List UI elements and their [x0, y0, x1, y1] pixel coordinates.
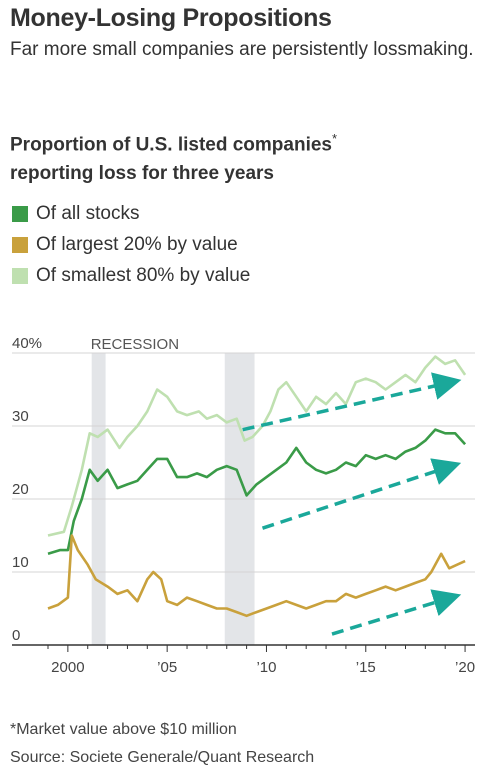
page-title: Money-Losing Propositions: [10, 4, 332, 32]
y-tick-label-10: 10: [12, 554, 29, 571]
footnote: *Market value above $10 million: [10, 721, 237, 738]
legend-item-smallest: Of smallest 80% by value: [12, 260, 250, 291]
trend-arrow-1: [242, 372, 462, 432]
legend-swatch-all-stocks: [12, 205, 28, 222]
page-subtitle: Far more small companies are persistentl…: [10, 39, 474, 60]
chart-legend: Of all stocks Of largest 20% by value Of…: [12, 198, 250, 291]
source-note: Source: Societe Generale/Quant Research: [10, 749, 315, 766]
x-tick-label-2010: ’10: [256, 659, 276, 676]
chart-title-line2: reporting loss for three years: [10, 163, 274, 185]
y-tick-label-20: 20: [12, 481, 29, 498]
legend-item-largest: Of largest 20% by value: [12, 229, 250, 260]
chart-title-marker: *: [331, 131, 338, 146]
x-tick-label-2005: ’05: [157, 659, 177, 676]
series-line-3: [47, 534, 466, 618]
x-tick-label-2000: 2000: [51, 659, 84, 676]
legend-swatch-largest: [12, 236, 28, 253]
y-tick-label-0: 0: [12, 627, 20, 644]
trend-arrow-2: [261, 458, 462, 530]
chart-title: Proportion of U.S. listed companies* rep…: [10, 124, 490, 188]
legend-item-all-stocks: Of all stocks: [12, 198, 250, 229]
line-chart: RECESSION 0 10 20 30 40% 2000 ’05 ’10 ’15 ’20: [12, 335, 475, 676]
series-line-2: [47, 428, 467, 556]
trend-arrow-3: [331, 589, 462, 636]
x-tick-label-2020: ’20: [455, 659, 475, 676]
y-tick-label-30: 30: [12, 408, 29, 425]
x-tick-label-2015: ’15: [356, 659, 376, 676]
legend-label-smallest: Of smallest 80% by value: [36, 264, 251, 286]
recession-label: RECESSION: [91, 336, 179, 353]
legend-label-all-stocks: Of all stocks: [36, 202, 140, 224]
y-tick-label-40: 40%: [12, 335, 42, 352]
chart-title-line1: Proportion of U.S. listed companies: [10, 134, 332, 156]
series-line-1: [47, 355, 467, 537]
legend-label-largest: Of largest 20% by value: [36, 233, 238, 255]
legend-swatch-smallest: [12, 267, 28, 284]
